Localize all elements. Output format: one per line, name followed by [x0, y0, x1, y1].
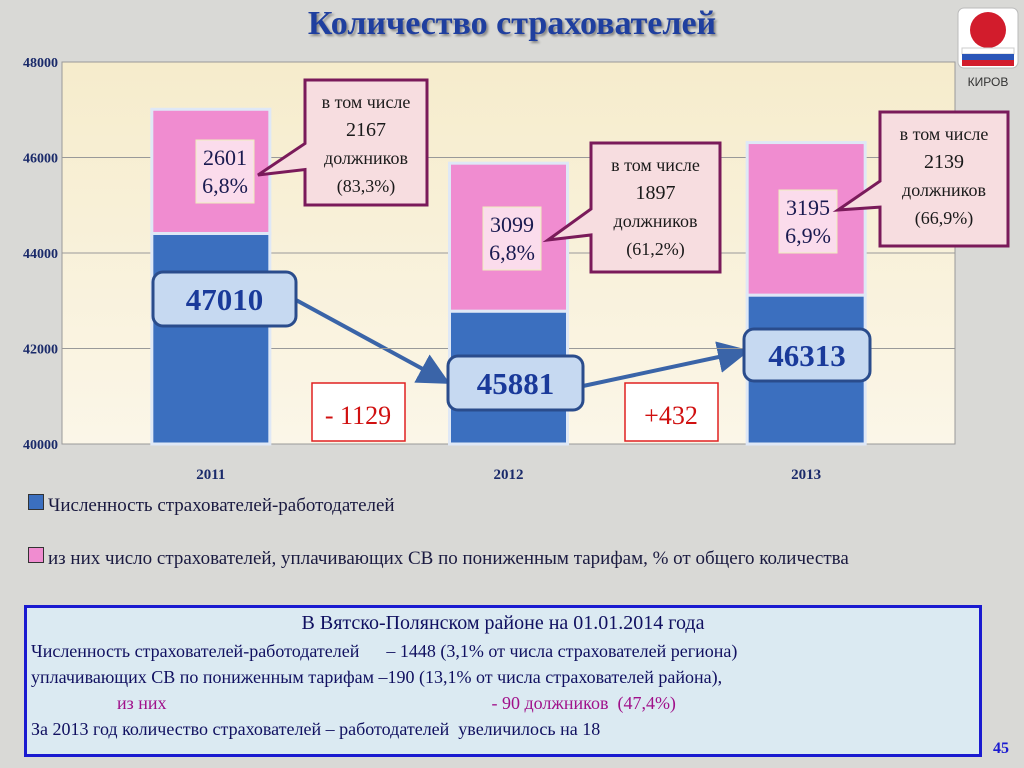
box-text: из них: [117, 693, 167, 713]
total-box: [151, 270, 298, 328]
callout-text: должников: [614, 211, 698, 231]
callout-text: в том числе: [322, 92, 411, 112]
x-tick-label: 2012: [494, 467, 524, 483]
legend-label: Численность страхователей-работодателей: [48, 495, 395, 516]
data-label: 3195: [786, 195, 830, 220]
x-tick-label: 2013: [791, 467, 821, 483]
legend-label: из них число страхователей, уплачивающих…: [48, 548, 849, 569]
total-box: [446, 354, 585, 412]
callout-text: 1897: [636, 182, 676, 204]
box-title: В Вятско-Полянском районе на 01.01.2014 …: [301, 612, 705, 634]
y-tick-label: 42000: [23, 343, 58, 358]
box-line: За 2013 год количество страхователей – р…: [31, 719, 601, 739]
callout-text: в том числе: [900, 124, 989, 144]
legend-swatch: [28, 547, 44, 563]
callout-text: (83,3%): [337, 176, 395, 197]
box-line: из них - 90 должников (47,4%): [31, 690, 975, 716]
change-box: [311, 382, 406, 442]
callout-text: должников: [902, 180, 986, 200]
y-tick-label: 44000: [23, 247, 58, 262]
callout: [257, 78, 429, 207]
logo: КИРОВ: [957, 7, 1019, 89]
total-label: 45881: [477, 366, 555, 401]
total-label: 46313: [768, 338, 846, 373]
box-text: - 90 должников (47,4%): [491, 693, 676, 713]
label-box: [482, 206, 542, 271]
change-label: +432: [644, 401, 698, 430]
callout: [542, 141, 722, 274]
callout-text: (61,2%): [626, 239, 684, 260]
total-label: 47010: [186, 282, 264, 317]
legend-item: из них число страхователей, уплачивающих…: [28, 545, 958, 572]
label-box: [778, 189, 838, 254]
box-line: уплачивающих СВ по пониженным тарифам –1…: [31, 667, 723, 687]
callout-text: 2139: [924, 151, 964, 173]
logo-text: КИРОВ: [968, 75, 1009, 89]
y-tick-label: 40000: [23, 438, 58, 453]
callout-text: (66,9%): [915, 208, 973, 229]
arrow: [582, 341, 750, 388]
callout-text: должников: [324, 148, 408, 168]
data-label: 6,8%: [202, 173, 248, 198]
callout-text: в том числе: [611, 155, 700, 175]
y-tick-label: 48000: [23, 56, 58, 71]
box-line: Численность страхователей-работодателей …: [31, 641, 738, 661]
y-tick-label: 46000: [23, 152, 58, 167]
arrow: [295, 298, 451, 384]
data-label: 3099: [490, 212, 534, 237]
callout: [832, 110, 1010, 248]
change-box: [624, 382, 719, 442]
data-label: 2601: [203, 145, 247, 170]
legend-swatch: [28, 494, 44, 510]
change-label: - 1129: [325, 401, 391, 430]
label-box: [195, 139, 255, 204]
info-box: В Вятско-Полянском районе на 01.01.2014 …: [24, 605, 982, 757]
bar-segment: [150, 231, 272, 446]
data-label: 6,9%: [785, 223, 831, 248]
total-box: [742, 327, 872, 383]
x-tick-label: 2011: [196, 467, 225, 483]
callout-text: 2167: [346, 119, 386, 141]
chart: Количество страхователей КИРОВ 40000 4200…: [23, 5, 1019, 483]
chart-title: Количество страхователей: [308, 5, 716, 42]
page-number: 45: [993, 740, 1009, 757]
data-label: 6,8%: [489, 240, 535, 265]
legend-item: Численность страхователей-работодателей: [28, 492, 395, 519]
